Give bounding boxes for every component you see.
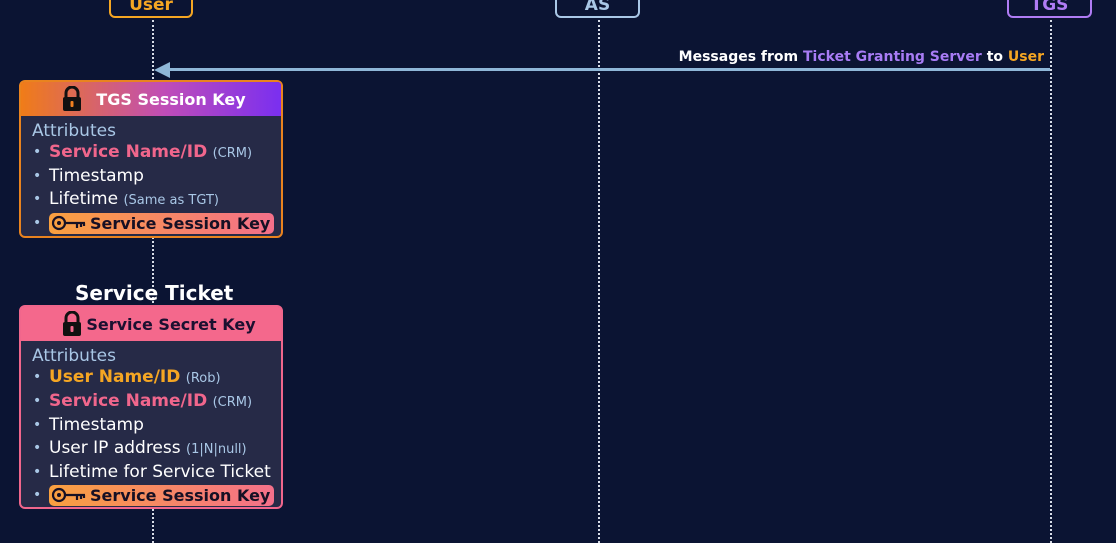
attr-service-name: Service Name/ID — [49, 142, 208, 162]
message-label: Messages from Ticket Granting Server to … — [679, 49, 1044, 65]
tgs-card-header: TGS Session Key — [21, 82, 281, 116]
message-arrow-line — [168, 68, 1050, 71]
service-session-key-chip: Service Session Key — [49, 212, 275, 234]
tgs-attributes-label: Attributes — [32, 121, 116, 141]
message-middle: to — [981, 49, 1008, 65]
attr-note: (CRM) — [212, 146, 253, 161]
attr-lifetime-ticket: Lifetime for Service Ticket — [49, 462, 271, 482]
attr-service-name: Service Name/ID — [49, 391, 208, 411]
actor-tgs: TGS — [1007, 0, 1092, 18]
service-ticket-card: Service Secret Key Attributes User Name/… — [19, 305, 283, 509]
message-to: User — [1007, 49, 1044, 65]
attr-timestamp: Timestamp — [49, 415, 144, 435]
service-ticket-title: Service Ticket — [75, 281, 234, 305]
attr-lifetime: Lifetime — [49, 189, 119, 209]
attr-note: (Rob) — [185, 371, 221, 386]
arrow-left-icon — [154, 62, 170, 78]
attr-note: (1|N|null) — [186, 442, 247, 457]
tgs-session-key-card: TGS Session Key Attributes Service Name/… — [19, 80, 283, 238]
lifeline-tgs — [1050, 20, 1052, 543]
lifeline-user — [152, 20, 154, 543]
lock-icon — [63, 311, 81, 336]
tgs-attributes-list: Service Name/ID (CRM) Timestamp Lifetime… — [21, 141, 281, 235]
svc-card-header: Service Secret Key — [21, 307, 281, 341]
message-from: Ticket Granting Server — [803, 49, 982, 65]
message-prefix: Messages from — [678, 49, 803, 65]
actor-as: AS — [555, 0, 640, 18]
attr-service-session-key: Service Session Key — [90, 485, 271, 505]
list-item: Lifetime for Service Ticket — [33, 461, 281, 484]
attr-user-ip: User IP address — [49, 438, 181, 458]
attr-service-session-key: Service Session Key — [90, 213, 271, 233]
lifeline-as — [598, 20, 600, 543]
tgs-card-title: TGS Session Key — [96, 89, 246, 109]
attr-user-name: User Name/ID — [49, 367, 181, 387]
list-item: Service Name/ID (CRM) — [33, 141, 281, 165]
attr-note: (Same as TGT) — [123, 193, 219, 208]
list-item: Lifetime (Same as TGT) — [33, 188, 281, 212]
actor-user: User — [109, 0, 193, 18]
lock-icon — [63, 86, 81, 111]
attr-timestamp: Timestamp — [49, 166, 144, 186]
list-item: Timestamp — [33, 414, 281, 437]
key-icon — [51, 215, 86, 231]
svc-attributes-list: User Name/ID (Rob) Service Name/ID (CRM)… — [21, 366, 281, 507]
svc-card-title: Service Secret Key — [86, 314, 256, 334]
list-item: Service Name/ID (CRM) — [33, 390, 281, 414]
list-item: Timestamp — [33, 165, 281, 188]
list-item: User Name/ID (Rob) — [33, 366, 281, 390]
list-item: Service Session Key — [33, 212, 281, 235]
list-item: Service Session Key — [33, 484, 281, 507]
attr-note: (CRM) — [212, 395, 253, 410]
list-item: User IP address (1|N|null) — [33, 437, 281, 461]
svc-attributes-label: Attributes — [32, 346, 116, 366]
key-icon — [51, 487, 86, 503]
service-session-key-chip: Service Session Key — [49, 484, 275, 506]
